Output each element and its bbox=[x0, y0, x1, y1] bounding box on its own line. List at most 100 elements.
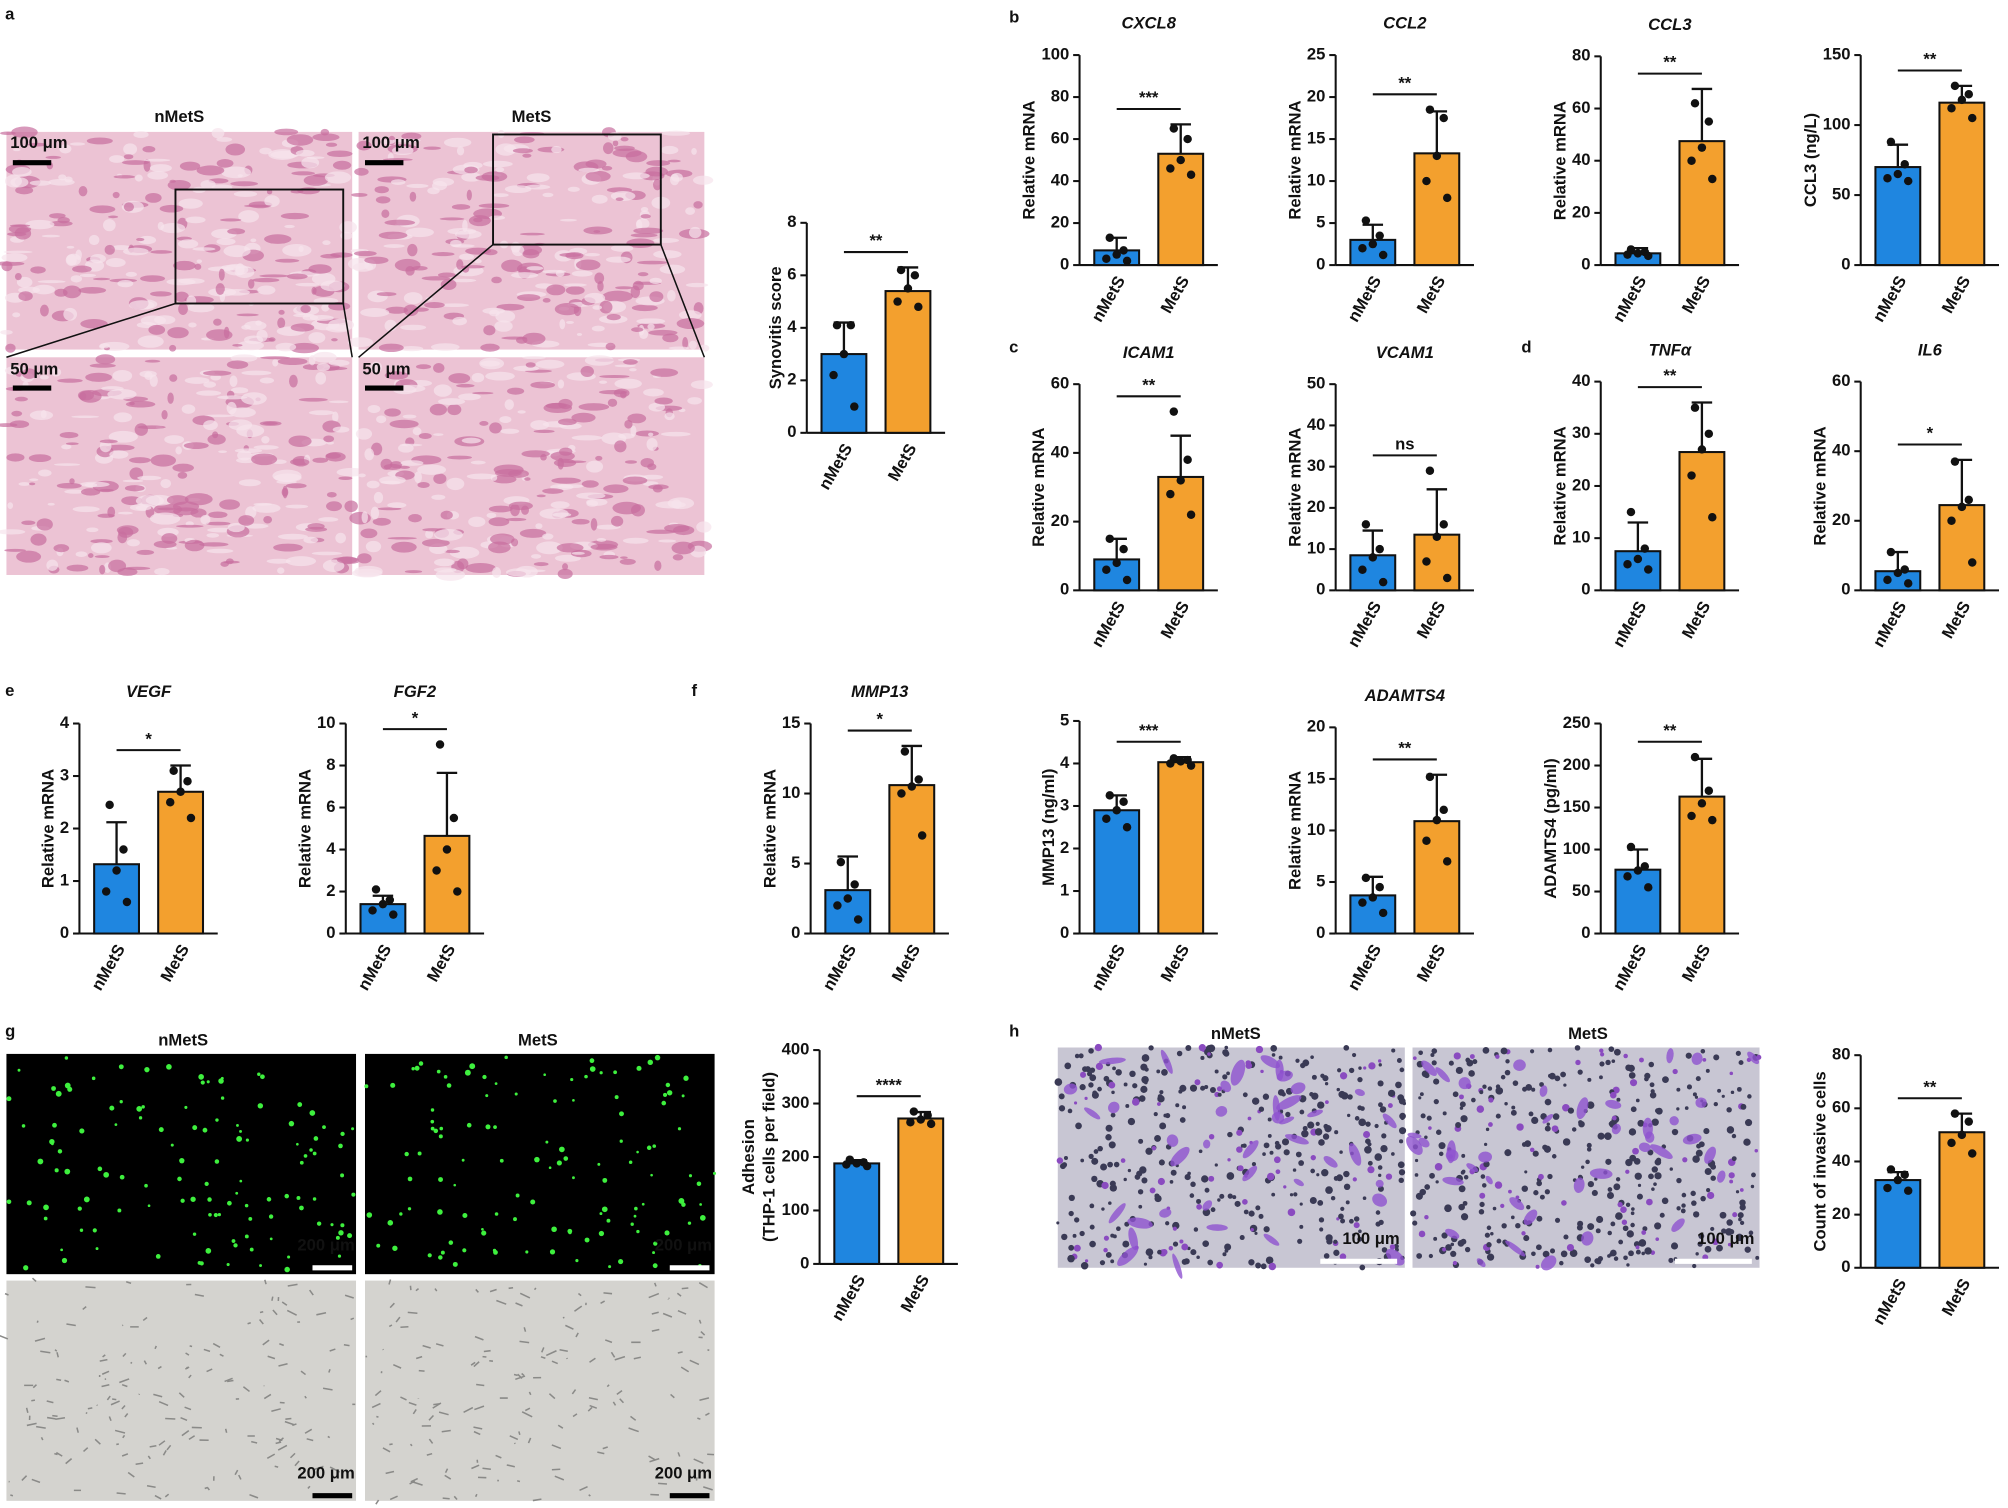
pore bbox=[1196, 1198, 1202, 1204]
cell bbox=[227, 1200, 232, 1206]
tissue bbox=[659, 264, 686, 274]
pore bbox=[1613, 1048, 1621, 1056]
tissue bbox=[535, 359, 565, 369]
tissue bbox=[308, 355, 316, 366]
pore bbox=[1101, 1207, 1105, 1211]
inset-box bbox=[174, 188, 345, 305]
cell bbox=[489, 1288, 497, 1293]
pore bbox=[1154, 1194, 1162, 1203]
cell bbox=[653, 1282, 657, 1287]
pore bbox=[1615, 1177, 1621, 1182]
cell bbox=[612, 1401, 617, 1406]
tissue bbox=[257, 285, 276, 295]
data-point bbox=[1166, 759, 1175, 768]
tissue bbox=[125, 400, 156, 408]
pore bbox=[1607, 1187, 1613, 1192]
pore bbox=[1079, 1230, 1085, 1237]
pore bbox=[1219, 1193, 1225, 1199]
cell bbox=[647, 1059, 654, 1066]
cell bbox=[388, 1324, 393, 1328]
y-axis-label: Relative mRNA bbox=[760, 769, 779, 888]
panel-letter: f bbox=[692, 681, 698, 700]
pore bbox=[1536, 1180, 1543, 1187]
tissue bbox=[200, 514, 211, 525]
data-point bbox=[1176, 476, 1185, 485]
pore bbox=[1389, 1244, 1396, 1250]
pore bbox=[1089, 1074, 1097, 1082]
cell bbox=[76, 1427, 79, 1433]
cell bbox=[651, 1311, 659, 1315]
pore bbox=[1105, 1252, 1112, 1258]
tissue bbox=[637, 260, 668, 265]
tissue bbox=[150, 454, 176, 467]
bar bbox=[1678, 140, 1726, 267]
pore bbox=[1539, 1194, 1545, 1200]
data-point bbox=[1964, 90, 1974, 99]
pore bbox=[1397, 1094, 1405, 1101]
tissue bbox=[206, 533, 220, 538]
pore bbox=[1196, 1255, 1200, 1260]
pore bbox=[1181, 1258, 1188, 1265]
x-tick-label: MetS bbox=[157, 941, 193, 985]
tissue bbox=[25, 219, 55, 230]
tissue bbox=[237, 340, 265, 351]
data-point bbox=[843, 894, 852, 903]
tissue bbox=[259, 274, 289, 278]
bar bbox=[1938, 1131, 1986, 1269]
x-tick-label: MetS bbox=[1413, 941, 1449, 985]
cell bbox=[269, 1237, 273, 1241]
y-tick-label: 20 bbox=[1307, 86, 1326, 105]
x-tick-label: MetS bbox=[1157, 273, 1193, 317]
cell bbox=[658, 1482, 668, 1485]
pore bbox=[1539, 1082, 1544, 1087]
pore bbox=[1064, 1062, 1072, 1070]
pore bbox=[1521, 1185, 1528, 1192]
tissue bbox=[571, 435, 603, 441]
cell bbox=[676, 1292, 682, 1297]
cell bbox=[385, 1470, 395, 1475]
pore bbox=[1531, 1116, 1539, 1125]
cell bbox=[272, 1309, 278, 1316]
data-point bbox=[165, 798, 175, 807]
pore bbox=[1112, 1066, 1116, 1071]
tissue bbox=[504, 185, 532, 194]
tissue bbox=[332, 411, 339, 423]
cell bbox=[146, 1485, 156, 1489]
cell bbox=[452, 1261, 458, 1267]
pore bbox=[1093, 1149, 1099, 1154]
tissue bbox=[472, 391, 494, 395]
data-point bbox=[1626, 507, 1636, 517]
pore bbox=[1731, 1156, 1737, 1162]
pore bbox=[1357, 1236, 1363, 1242]
cell bbox=[584, 1074, 588, 1079]
pore bbox=[1554, 1075, 1561, 1082]
cell bbox=[257, 1103, 264, 1109]
pore bbox=[1063, 1155, 1068, 1160]
x-tick-label: MetS bbox=[884, 440, 920, 484]
pore bbox=[1267, 1133, 1272, 1138]
pore bbox=[1200, 1055, 1205, 1061]
tissue bbox=[516, 294, 541, 301]
tissue bbox=[117, 531, 128, 544]
tissue bbox=[492, 567, 502, 578]
cell bbox=[189, 1345, 193, 1348]
cell bbox=[1589, 1168, 1613, 1179]
tissue bbox=[525, 362, 536, 368]
tissue bbox=[160, 478, 172, 489]
pore bbox=[1123, 1082, 1128, 1087]
pore bbox=[1444, 1204, 1452, 1213]
cell bbox=[1117, 1246, 1139, 1267]
pore bbox=[1611, 1059, 1616, 1063]
data-point bbox=[1708, 513, 1717, 522]
zoom-line bbox=[660, 244, 706, 358]
y-tick-label: 0 bbox=[1060, 580, 1069, 599]
pore bbox=[1140, 1085, 1148, 1093]
x-tick-label: nMetS bbox=[1088, 273, 1129, 326]
tissue bbox=[230, 181, 259, 187]
x-tick-label: MetS bbox=[1157, 598, 1193, 642]
data-point bbox=[1439, 113, 1448, 123]
y-tick-label: 50 bbox=[1307, 374, 1326, 393]
y-tick-label: 0 bbox=[60, 923, 69, 942]
cell bbox=[17, 1068, 21, 1072]
tissue bbox=[356, 140, 372, 151]
